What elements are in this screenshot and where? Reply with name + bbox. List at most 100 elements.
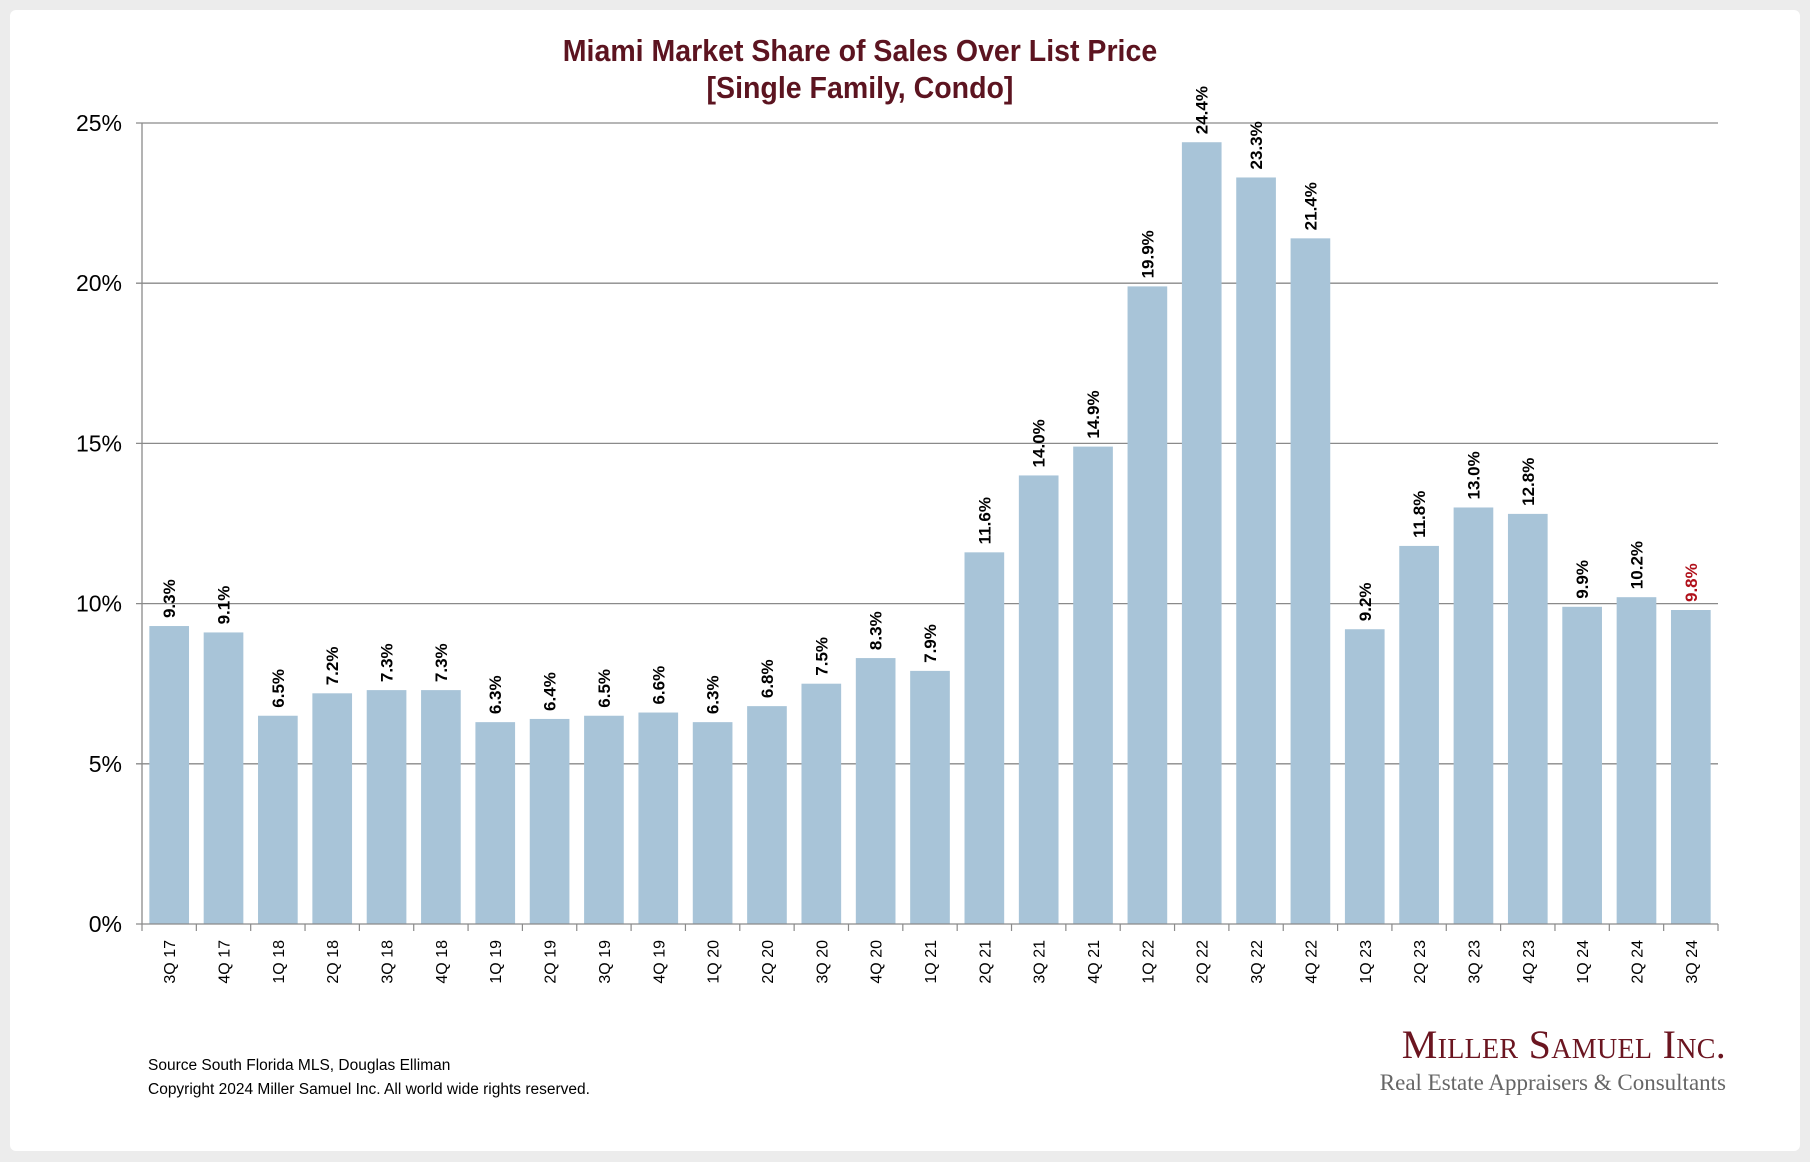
x-tick-label: 3Q 23 bbox=[1466, 940, 1483, 984]
x-tick-label: 4Q 22 bbox=[1303, 940, 1320, 984]
x-tick-label: 3Q 18 bbox=[380, 940, 397, 984]
y-tick-label: 20% bbox=[76, 270, 122, 296]
x-tick-label: 1Q 19 bbox=[488, 940, 505, 984]
bar bbox=[149, 626, 190, 924]
data-label: 13.0% bbox=[1464, 451, 1483, 499]
x-tick-label: 3Q 21 bbox=[1032, 940, 1049, 984]
data-label: 7.9% bbox=[921, 624, 940, 663]
x-tick-label: 1Q 23 bbox=[1358, 940, 1375, 984]
source-note: Source South Florida MLS, Douglas Ellima… bbox=[148, 1054, 590, 1102]
bar bbox=[1399, 545, 1439, 924]
chart-card bbox=[10, 10, 1800, 1151]
bar bbox=[1127, 286, 1168, 924]
copyright-text: Copyright 2024 Miller Samuel Inc. All wo… bbox=[148, 1081, 590, 1098]
logo-name: Miller Samuel Inc. bbox=[1401, 1022, 1726, 1067]
x-tick-label: 4Q 18 bbox=[434, 940, 451, 984]
data-label: 8.3% bbox=[867, 611, 886, 650]
bar bbox=[312, 693, 353, 924]
data-label: 9.8% bbox=[1682, 563, 1701, 602]
x-tick-label: 2Q 23 bbox=[1412, 940, 1429, 984]
x-tick-label: 2Q 21 bbox=[977, 940, 994, 984]
bar bbox=[475, 722, 516, 924]
bar bbox=[801, 683, 842, 924]
bar bbox=[1670, 610, 1711, 924]
y-tick-label: 5% bbox=[89, 751, 122, 777]
data-label: 14.0% bbox=[1030, 419, 1049, 467]
y-tick-label: 10% bbox=[76, 591, 122, 617]
data-label: 24.4% bbox=[1193, 86, 1212, 134]
data-label: 12.8% bbox=[1519, 458, 1538, 506]
data-label: 11.8% bbox=[1410, 491, 1429, 538]
x-tick-label: 4Q 21 bbox=[1086, 940, 1103, 984]
bar bbox=[1507, 513, 1548, 924]
chart-title-block: Miami Market Share of Sales Over List Pr… bbox=[69, 32, 1651, 106]
x-tick-label: 3Q 24 bbox=[1684, 940, 1701, 984]
bar bbox=[584, 715, 624, 924]
chart-title: Miami Market Share of Sales Over List Pr… bbox=[562, 33, 1158, 68]
data-label: 23.3% bbox=[1247, 121, 1266, 169]
x-tick-label: 2Q 24 bbox=[1629, 940, 1646, 984]
bar bbox=[1181, 142, 1222, 924]
bar bbox=[964, 552, 1005, 924]
x-tick-label: 3Q 19 bbox=[597, 940, 614, 984]
x-tick-label: 1Q 21 bbox=[923, 940, 940, 984]
chart-subtitle: [Single Family, Condo] bbox=[706, 70, 1014, 105]
y-tick-label: 15% bbox=[76, 430, 122, 456]
x-tick-label: 2Q 22 bbox=[1195, 940, 1212, 984]
x-tick-label: 4Q 20 bbox=[869, 940, 886, 984]
bar bbox=[258, 715, 298, 924]
y-tick-label: 25% bbox=[76, 110, 122, 136]
data-label: 6.3% bbox=[486, 675, 505, 714]
bar bbox=[1616, 597, 1657, 924]
data-label: 21.4% bbox=[1301, 182, 1320, 230]
data-label: 6.3% bbox=[704, 675, 723, 714]
data-label: 7.3% bbox=[432, 643, 451, 682]
x-axis: 3Q 17 4Q 17 1Q 18 2Q 18 3Q 18 4Q 18 1Q 19 2Q 19… bbox=[136, 923, 1719, 984]
bar bbox=[1290, 238, 1331, 924]
data-label: 10.2% bbox=[1627, 541, 1646, 589]
bar bbox=[366, 690, 407, 924]
bar bbox=[1073, 446, 1113, 924]
bar bbox=[203, 632, 244, 924]
bar bbox=[421, 690, 461, 924]
x-tick-label: 4Q 23 bbox=[1521, 940, 1538, 984]
bar bbox=[855, 658, 896, 924]
y-tick-label: 0% bbox=[89, 911, 122, 937]
data-label: 7.3% bbox=[378, 643, 397, 682]
x-tick-label: 2Q 19 bbox=[543, 940, 560, 984]
data-label: 9.9% bbox=[1573, 560, 1592, 599]
data-labels: 9.3% 9.1% 6.5% 7.2% 7.3% 7.3% 6.3% 6.4% 6.5% 6.6%… bbox=[160, 86, 1701, 714]
data-label: 14.9% bbox=[1084, 390, 1103, 438]
data-label: 6.6% bbox=[649, 666, 668, 705]
data-label: 6.4% bbox=[541, 672, 560, 711]
bar bbox=[529, 718, 570, 924]
x-tick-label: 1Q 24 bbox=[1575, 940, 1592, 984]
source-text: Source South Florida MLS, Douglas Ellima… bbox=[148, 1057, 451, 1074]
data-label: 9.3% bbox=[160, 579, 179, 618]
bar bbox=[1453, 507, 1494, 924]
data-label: 9.2% bbox=[1356, 582, 1375, 621]
data-label: 6.5% bbox=[595, 669, 614, 708]
bar bbox=[692, 722, 733, 924]
data-label: 6.8% bbox=[758, 659, 777, 698]
x-tick-label: 2Q 18 bbox=[325, 940, 342, 984]
x-tick-label: 2Q 20 bbox=[760, 940, 777, 984]
x-tick-label: 3Q 22 bbox=[1249, 940, 1266, 984]
x-tick-label: 1Q 22 bbox=[1140, 940, 1157, 984]
data-label: 7.2% bbox=[323, 647, 342, 686]
bar bbox=[747, 706, 787, 924]
x-tick-label: 1Q 18 bbox=[271, 940, 288, 984]
bar bbox=[1018, 475, 1059, 924]
logo-tagline: Real Estate Appraisers & Consultants bbox=[1379, 1070, 1726, 1095]
data-label: 19.9% bbox=[1138, 230, 1157, 278]
bar bbox=[1562, 606, 1602, 924]
company-logo: Miller Samuel Inc. Real Estate Appraiser… bbox=[1360, 1022, 1726, 1098]
y-axis: 0% 5% 10% 15% 20% 25% bbox=[76, 110, 143, 937]
bar bbox=[1236, 177, 1276, 924]
bar bbox=[910, 670, 950, 924]
x-tick-label: 1Q 20 bbox=[706, 940, 723, 984]
bars bbox=[149, 142, 1711, 924]
x-tick-label: 3Q 17 bbox=[162, 940, 179, 984]
data-label: 11.6% bbox=[975, 497, 994, 544]
data-label: 6.5% bbox=[269, 669, 288, 708]
